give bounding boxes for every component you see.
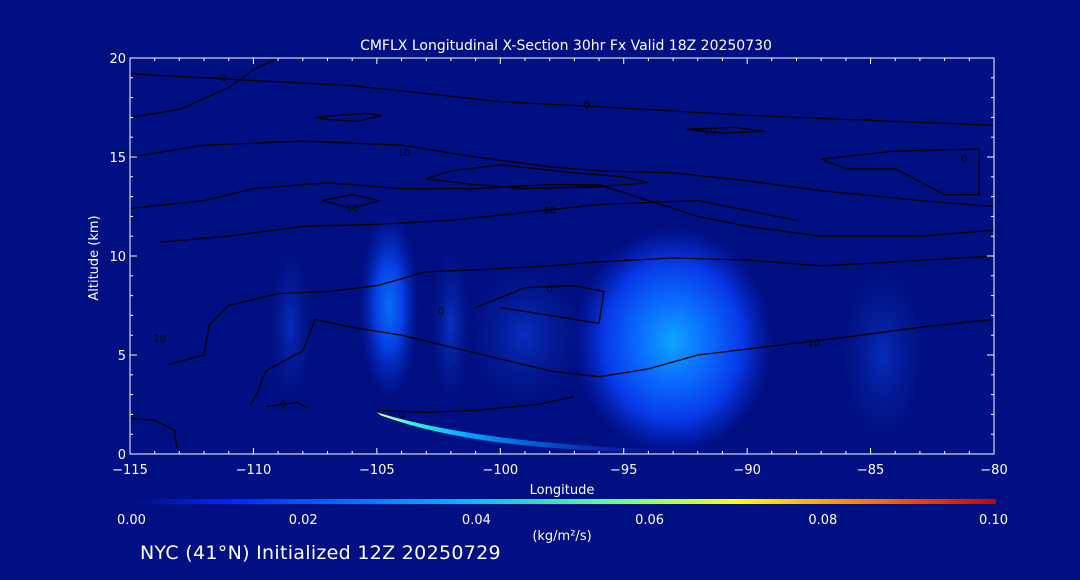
flux-fill-field: [268, 210, 928, 454]
contour-label: 0: [280, 400, 286, 411]
y-tick-label: 15: [109, 151, 126, 166]
contour-line: [130, 417, 178, 449]
chart-title: CMFLX Longitudinal X-Section 30hr Fx Val…: [360, 38, 772, 54]
contour-loop: [322, 193, 380, 210]
contour-line: [159, 199, 797, 243]
contour-line: [250, 318, 994, 405]
contour-label: 10: [543, 205, 556, 216]
colorbar-tick-label: 0.00: [117, 513, 146, 528]
flux-region: [359, 210, 420, 401]
contour-label: 10: [807, 338, 820, 349]
contour-label: 0: [961, 154, 967, 165]
contour-label: 10: [346, 203, 359, 214]
y-tick-label: 5: [118, 349, 126, 364]
contour-loop: [314, 112, 382, 123]
colorbar-ticks: 0.00 0.02 0.04 0.06 0.08 0.10: [117, 513, 1008, 528]
x-axis: −115 −110 −105 −100 −95 −90 −85 −80: [112, 58, 1008, 478]
contour-labels: 0 0 10 10 0 10 10 10 0 0 10 0 0: [153, 73, 967, 421]
colorbar-tick-label: 0.04: [462, 513, 491, 528]
flux-region: [837, 265, 928, 445]
x-tick-label: −110: [236, 463, 272, 478]
y-tick-label: 10: [109, 250, 126, 265]
flux-surface-streak: [376, 412, 649, 453]
x-tick-label: −100: [482, 463, 518, 478]
contour-label: 0: [438, 306, 444, 317]
flux-region: [573, 226, 774, 454]
contour-line: [376, 395, 575, 414]
x-tick-label: −90: [733, 463, 760, 478]
colorbar-tick-label: 0.10: [979, 513, 1008, 528]
x-tick-label: −85: [857, 463, 884, 478]
contour-line: [130, 182, 994, 237]
y-axis: 0 5 10 15 20: [109, 52, 994, 463]
x-tick-label: −80: [980, 463, 1007, 478]
contour-line: [265, 401, 309, 410]
x-axis-label: Longitude: [530, 483, 595, 498]
contour-label: 10: [398, 148, 411, 159]
contour-loop: [685, 126, 765, 134]
colorbar: [130, 499, 996, 504]
contour-label: 0: [398, 409, 404, 420]
y-tick-label: 20: [109, 52, 126, 67]
x-tick-label: −115: [112, 463, 148, 478]
footer-caption: NYC (41°N) Initialized 12Z 20250729: [140, 542, 501, 564]
colorbar-tick-label: 0.06: [635, 513, 664, 528]
colorbar-tick-label: 0.08: [808, 513, 837, 528]
colorbar-units: (kg/m²/s): [532, 529, 591, 544]
contour-label: 0: [221, 73, 227, 84]
x-tick-label: −95: [610, 463, 637, 478]
flux-region: [268, 245, 313, 406]
contour-label: 0: [583, 101, 589, 112]
contour-line: [130, 58, 279, 119]
contour-line: [166, 255, 994, 366]
contour-label: 0: [546, 285, 552, 296]
y-tick-label: 0: [118, 448, 126, 463]
x-tick-label: −105: [359, 463, 395, 478]
flux-region: [430, 245, 471, 406]
contour-label: 10: [704, 126, 717, 137]
contour-line: [475, 285, 605, 325]
contour-lines: [130, 58, 994, 449]
contour-line: [130, 73, 994, 126]
contour-loop: [820, 148, 980, 196]
contour-loop: [426, 164, 649, 190]
contour-label: 10: [153, 334, 166, 345]
contour-line: [130, 140, 994, 208]
y-axis-label: Altitude (km): [87, 215, 102, 300]
colorbar-tick-label: 0.02: [289, 513, 318, 528]
